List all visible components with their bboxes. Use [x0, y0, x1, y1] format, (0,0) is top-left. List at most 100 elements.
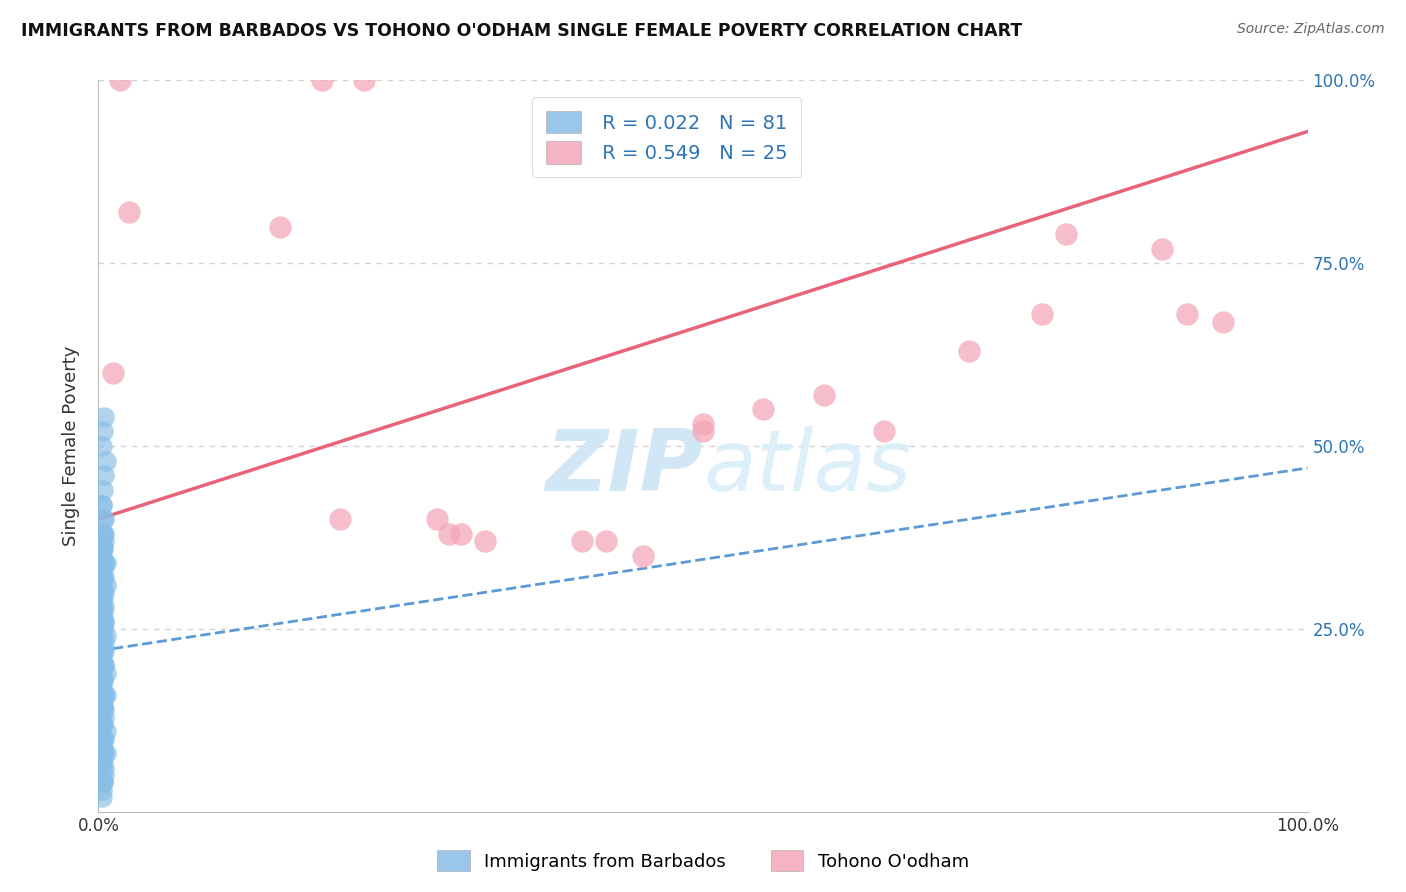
Point — [91, 526, 114, 541]
Point — [91, 717, 114, 731]
Point — [91, 549, 114, 563]
Point — [91, 541, 114, 556]
Point — [91, 673, 114, 687]
Point — [813, 388, 835, 402]
Point — [91, 541, 114, 556]
Point — [91, 754, 114, 768]
Point — [93, 688, 115, 702]
Point — [101, 366, 124, 380]
Point — [91, 498, 114, 512]
Point — [91, 622, 114, 636]
Point — [94, 688, 117, 702]
Point — [91, 702, 114, 716]
Point — [91, 746, 114, 760]
Point — [1152, 242, 1174, 256]
Point — [1212, 315, 1234, 329]
Point — [118, 205, 141, 219]
Point — [93, 599, 115, 614]
Point — [353, 73, 375, 87]
Point — [108, 73, 131, 87]
Point — [91, 585, 114, 599]
Point — [91, 731, 114, 746]
Point — [94, 556, 117, 570]
Point — [91, 599, 114, 614]
Point — [94, 578, 117, 592]
Text: ZIP: ZIP — [546, 426, 703, 509]
Point — [692, 417, 714, 431]
Point — [91, 775, 114, 789]
Point — [93, 534, 115, 549]
Point — [91, 526, 114, 541]
Point — [91, 615, 114, 629]
Point — [91, 498, 114, 512]
Point — [93, 768, 115, 782]
Point — [91, 585, 114, 599]
Point — [91, 717, 114, 731]
Point — [91, 439, 114, 453]
Point — [93, 658, 115, 673]
Point — [94, 629, 117, 643]
Point — [437, 526, 460, 541]
Point — [595, 534, 617, 549]
Point — [93, 556, 115, 570]
Text: Source: ZipAtlas.com: Source: ZipAtlas.com — [1237, 22, 1385, 37]
Point — [91, 512, 114, 526]
Point — [692, 425, 714, 439]
Point — [94, 746, 117, 760]
Point — [91, 607, 114, 622]
Point — [91, 717, 114, 731]
Point — [91, 629, 114, 643]
Point — [93, 468, 115, 483]
Point — [93, 644, 115, 658]
Point — [93, 585, 115, 599]
Point — [94, 665, 117, 680]
Point — [93, 615, 115, 629]
Point — [91, 673, 114, 687]
Point — [91, 629, 114, 643]
Point — [91, 695, 114, 709]
Point — [93, 636, 115, 650]
Point — [474, 534, 496, 549]
Point — [631, 549, 654, 563]
Point — [93, 615, 115, 629]
Point — [91, 571, 114, 585]
Text: atlas: atlas — [703, 426, 911, 509]
Text: IMMIGRANTS FROM BARBADOS VS TOHONO O'ODHAM SINGLE FEMALE POVERTY CORRELATION CHA: IMMIGRANTS FROM BARBADOS VS TOHONO O'ODH… — [21, 22, 1022, 40]
Point — [91, 775, 114, 789]
Point — [91, 425, 114, 439]
Point — [1175, 307, 1198, 321]
Point — [1031, 307, 1053, 321]
Y-axis label: Single Female Poverty: Single Female Poverty — [62, 346, 80, 546]
Point — [93, 526, 115, 541]
Point — [91, 702, 114, 716]
Point — [91, 592, 114, 607]
Point — [91, 681, 114, 695]
Point — [873, 425, 896, 439]
Point — [93, 571, 115, 585]
Point — [91, 739, 114, 753]
Point — [91, 761, 114, 775]
Point — [450, 526, 472, 541]
Point — [91, 651, 114, 665]
Point — [93, 658, 115, 673]
Point — [1054, 227, 1077, 241]
Point — [571, 534, 593, 549]
Point — [91, 644, 114, 658]
Point — [91, 599, 114, 614]
Point — [91, 658, 114, 673]
Point — [93, 512, 115, 526]
Point — [93, 702, 115, 716]
Point — [91, 563, 114, 577]
Point — [91, 782, 114, 797]
Point — [329, 512, 352, 526]
Legend:  R = 0.022   N = 81,  R = 0.549   N = 25: R = 0.022 N = 81, R = 0.549 N = 25 — [531, 97, 801, 178]
Point — [93, 761, 115, 775]
Point — [91, 673, 114, 687]
Point — [957, 343, 980, 358]
Point — [269, 219, 291, 234]
Point — [426, 512, 449, 526]
Point — [93, 746, 115, 760]
Point — [91, 731, 114, 746]
Point — [93, 709, 115, 723]
Point — [311, 73, 333, 87]
